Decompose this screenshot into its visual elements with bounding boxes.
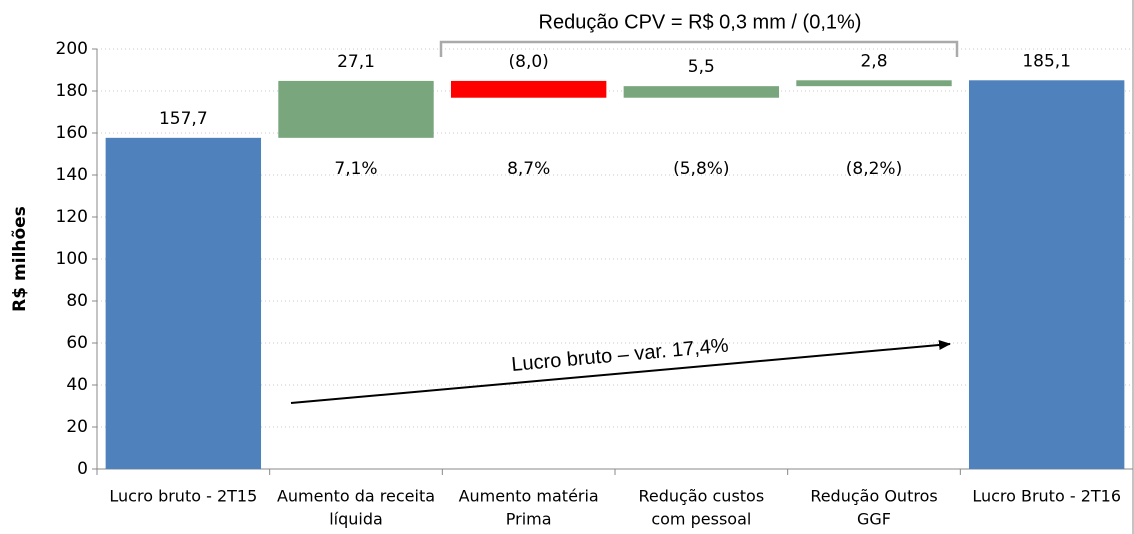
- x-tick-label: com pessoal: [651, 510, 751, 529]
- arrow-annotation: Lucro bruto – var. 17,4%: [510, 335, 729, 376]
- value-label: (8,0): [509, 52, 549, 72]
- y-tick-label: 20: [66, 417, 88, 437]
- value-label: 27,1: [337, 52, 375, 72]
- y-tick-label: 100: [56, 249, 88, 269]
- percent-label: (5,8%): [673, 159, 729, 179]
- y-tick-label: 200: [56, 39, 88, 59]
- percent-label: 8,7%: [507, 159, 550, 179]
- arrow: [290, 340, 951, 404]
- y-tick-label: 160: [56, 123, 88, 143]
- x-tick-label: líquida: [329, 510, 383, 529]
- y-tick-label: 60: [66, 333, 88, 353]
- bar: [450, 80, 607, 98]
- value-label: 5,5: [688, 57, 715, 77]
- y-tick-label: 180: [56, 81, 88, 101]
- bar: [278, 80, 434, 138]
- x-tick-label: GGF: [857, 510, 891, 529]
- x-tick-label: Aumento matéria: [459, 487, 599, 506]
- y-axis-label: R$ milhões: [10, 206, 30, 312]
- y-tick-label: 120: [56, 207, 88, 227]
- bar: [623, 86, 780, 98]
- bar: [968, 80, 1125, 469]
- value-label: 157,7: [159, 109, 208, 129]
- x-tick-label: Aumento da receita: [277, 487, 435, 506]
- x-tick-label: Redução Outros: [810, 487, 937, 506]
- x-tick-label: Lucro Bruto - 2T16: [972, 487, 1121, 506]
- value-label: 2,8: [860, 51, 887, 71]
- x-tick-label: Prima: [506, 510, 552, 529]
- y-tick-label: 80: [66, 291, 88, 311]
- percent-label: 7,1%: [334, 159, 377, 179]
- y-tick-label: 40: [66, 375, 88, 395]
- percent-label: (8,2%): [846, 159, 902, 179]
- value-label: 185,1: [1022, 51, 1071, 71]
- bar: [796, 80, 952, 87]
- bar: [105, 137, 262, 469]
- y-tick-label: 0: [77, 459, 88, 479]
- brace: [439, 40, 959, 57]
- x-tick-label: Lucro bruto - 2T15: [109, 487, 257, 506]
- x-tick-label: Redução custos: [638, 487, 764, 506]
- y-tick-label: 140: [56, 165, 88, 185]
- brace-annotation: Redução CPV = R$ 0,3 mm / (0,1%): [539, 11, 862, 33]
